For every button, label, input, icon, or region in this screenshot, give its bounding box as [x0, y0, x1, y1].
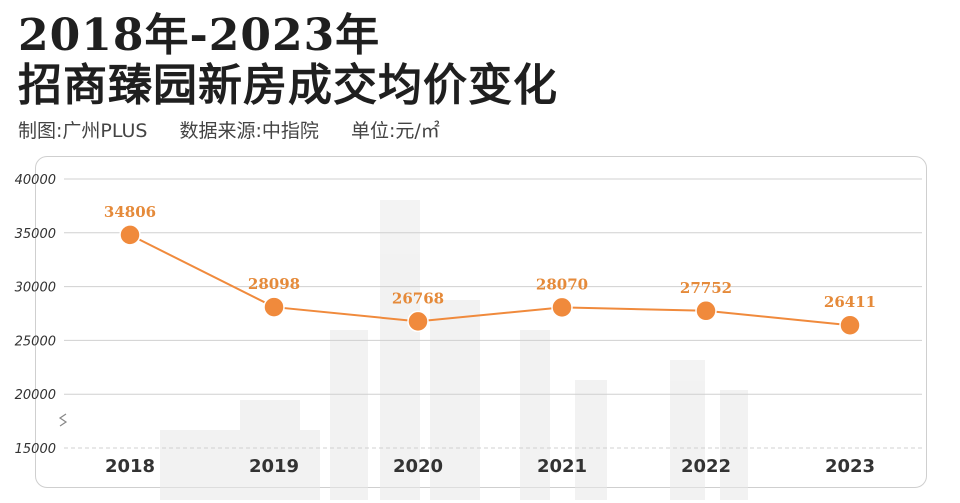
data-point: [839, 314, 861, 336]
data-label: 28098: [248, 275, 300, 293]
unit-text: 单位:元/㎡: [350, 120, 440, 142]
y-tick-label: 35000: [15, 227, 56, 242]
data-label: 26411: [824, 293, 876, 311]
data-label: 34806: [104, 203, 156, 221]
data-label: 26768: [392, 289, 444, 307]
data-point: [407, 310, 429, 333]
data-label: 27752: [680, 279, 732, 297]
y-tick-label: 15000: [15, 442, 56, 457]
series-line: [129, 233, 851, 327]
made-by-text: 制图:广州PLUS: [18, 120, 148, 142]
y-tick-label: 30000: [15, 281, 56, 296]
y-tick-label: 20000: [15, 388, 56, 403]
y-tick-label: 40000: [15, 173, 56, 188]
x-tick-label: 2022: [681, 456, 731, 477]
data-point: [119, 224, 141, 246]
x-tick-label: 2020: [393, 456, 443, 477]
data-point: [263, 296, 285, 318]
data-label: 28070: [536, 275, 588, 293]
x-tick-label: 2023: [825, 456, 875, 477]
x-tick-label: 2021: [537, 456, 587, 477]
chart-title-line-2: 招商臻园新房成交均价变化: [18, 60, 558, 111]
source-text: 数据来源:中指院: [179, 120, 319, 142]
chart-subtitle: 制图:广州PLUS 数据来源:中指院 单位:元/㎡: [18, 116, 466, 143]
axis-break-icon: [58, 413, 68, 427]
skyline-background: [160, 200, 748, 500]
x-tick-label: 2018: [105, 456, 155, 477]
data-point: [551, 296, 573, 319]
data-point: [695, 300, 717, 322]
chart-card: [35, 156, 927, 488]
chart-title-line-1: 2018年-2023年: [18, 10, 381, 61]
x-tick-label: 2019: [249, 456, 299, 477]
y-tick-label: 25000: [15, 334, 56, 349]
